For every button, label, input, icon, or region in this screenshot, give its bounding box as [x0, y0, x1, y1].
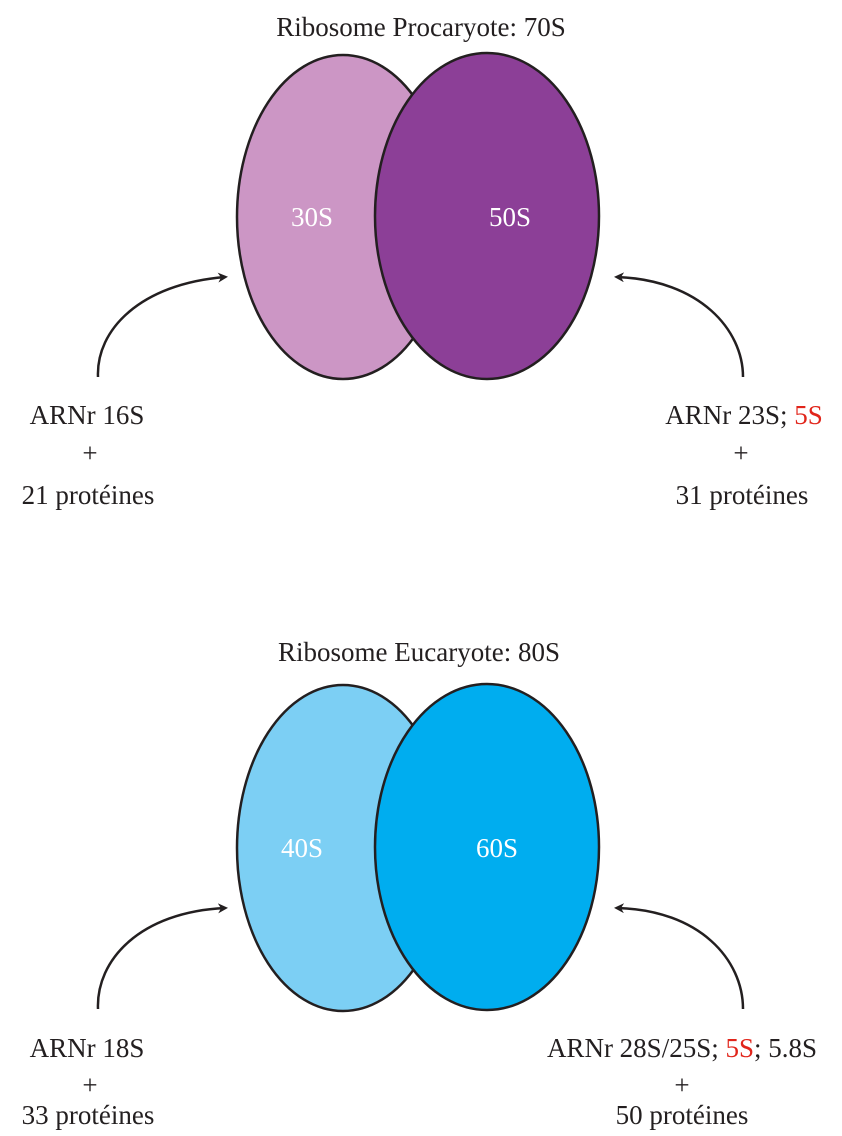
eukaryote-right-proteins: 50 protéines	[616, 1100, 749, 1130]
prokaryote-right-plus: +	[733, 438, 748, 468]
prokaryote-right-proteins: 31 protéines	[676, 480, 809, 510]
prokaryote-right-rna: ARNr 23S; 5S	[665, 400, 823, 430]
eukaryote-right-rna-prefix: ARNr 28S/25S;	[547, 1033, 726, 1063]
eukaryote-large-subunit	[373, 682, 601, 1012]
prokaryote-left-proteins: 21 protéines	[22, 480, 155, 510]
eukaryote-left-arrow	[96, 903, 228, 1010]
prokaryote-left-rna: ARNr 16S	[30, 400, 145, 430]
prokaryote-small-subunit-label: 30S	[291, 202, 333, 232]
eukaryote-section: Ribosome Eucaryote: 80S 40S 60S ARNr 18S…	[22, 637, 817, 1130]
prokaryote-left-plus: +	[82, 438, 97, 468]
prokaryote-right-rna-5s: 5S	[794, 400, 823, 430]
eukaryote-right-rna: ARNr 28S/25S; 5S; 5.8S	[547, 1033, 817, 1063]
prokaryote-section: Ribosome Procaryote: 70S 30S 50S ARNr 16…	[22, 12, 823, 510]
prokaryote-large-subunit-label: 50S	[489, 202, 531, 232]
eukaryote-right-arrow	[614, 903, 745, 1010]
eukaryote-large-subunit-label: 60S	[476, 833, 518, 863]
eukaryote-small-subunit-label: 40S	[281, 833, 323, 863]
eukaryote-left-proteins: 33 protéines	[22, 1100, 155, 1130]
eukaryote-left-rna: ARNr 18S	[30, 1033, 145, 1063]
eukaryote-title: Ribosome Eucaryote: 80S	[278, 637, 560, 667]
eukaryote-right-plus: +	[674, 1070, 689, 1100]
eukaryote-right-rna-suffix: ; 5.8S	[754, 1033, 817, 1063]
prokaryote-right-arrow	[614, 272, 745, 378]
prokaryote-title: Ribosome Procaryote: 70S	[276, 12, 565, 42]
eukaryote-right-rna-5s: 5S	[725, 1033, 754, 1063]
prokaryote-right-rna-prefix: ARNr 23S;	[665, 400, 794, 430]
eukaryote-left-plus: +	[82, 1070, 97, 1100]
prokaryote-large-subunit	[373, 51, 601, 381]
prokaryote-left-arrow	[96, 272, 228, 378]
